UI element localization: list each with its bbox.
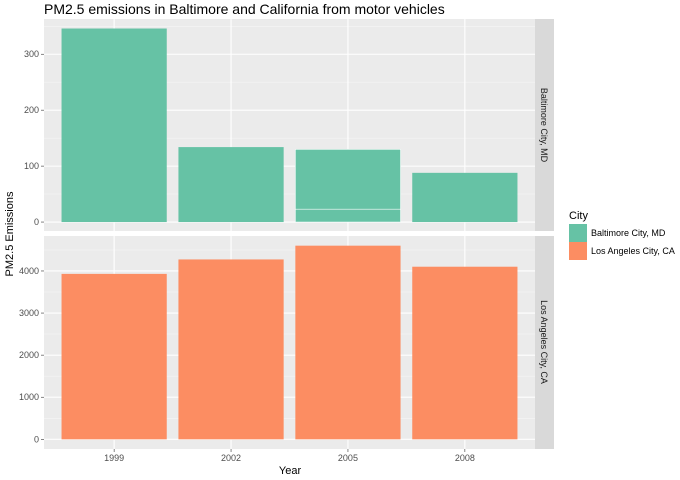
bar-los-angeles-city-ca-2002 [178, 259, 284, 440]
legend-key-baltimore [569, 224, 587, 242]
legend: City Baltimore City, MD Los Angeles City… [569, 210, 675, 260]
bar-los-angeles-city-ca-2005 [295, 245, 401, 440]
y-ticks-los-angeles: 0 1000 2000 3000 4000 [19, 266, 44, 444]
facet-strip-baltimore [535, 19, 554, 231]
x-ticks: 1999 2002 2005 2008 [104, 449, 475, 463]
y-tick-label: 0 [34, 434, 39, 444]
x-axis-title: Year [279, 465, 302, 477]
y-tick-label: 2000 [19, 350, 39, 360]
x-tick-label: 2002 [221, 453, 241, 463]
y-tick-label: 4000 [19, 266, 39, 276]
facet-strip-los-angeles [535, 236, 554, 449]
bar-baltimore-city-md-2002 [178, 147, 284, 223]
legend-key-los-angeles [569, 242, 587, 260]
bars-los-angeles [61, 245, 518, 440]
x-tick-label: 1999 [104, 453, 124, 463]
bar-baltimore-city-md-2005-segment-1 [295, 208, 401, 223]
chart-title: PM2.5 emissions in Baltimore and Califor… [44, 1, 445, 17]
y-ticks-baltimore: 0 100 200 300 [24, 49, 44, 227]
y-tick-label: 0 [34, 217, 39, 227]
x-tick-label: 2008 [455, 453, 475, 463]
bar-baltimore-city-md-2008 [412, 172, 518, 223]
bar-los-angeles-city-ca-1999 [61, 273, 167, 440]
legend-title: City [569, 210, 588, 222]
y-axis-title: PM2.5 Emissions [4, 191, 16, 276]
facet-label-los-angeles: Los Angeles City, CA [539, 300, 549, 384]
y-tick-label: 3000 [19, 308, 39, 318]
bar-los-angeles-city-ca-2008 [412, 266, 518, 440]
bar-baltimore-city-md-2005-segment-2 [295, 149, 401, 210]
y-tick-label: 1000 [19, 392, 39, 402]
bars-baltimore [61, 28, 518, 223]
y-tick-label: 200 [24, 105, 39, 115]
y-tick-label: 300 [24, 49, 39, 59]
bar-baltimore-city-md-1999 [61, 28, 167, 223]
legend-label-baltimore: Baltimore City, MD [591, 228, 666, 238]
y-tick-label: 100 [24, 161, 39, 171]
facet-label-baltimore: Baltimore City, MD [539, 88, 549, 163]
legend-label-los-angeles: Los Angeles City, CA [591, 246, 675, 256]
x-tick-label: 2005 [338, 453, 358, 463]
